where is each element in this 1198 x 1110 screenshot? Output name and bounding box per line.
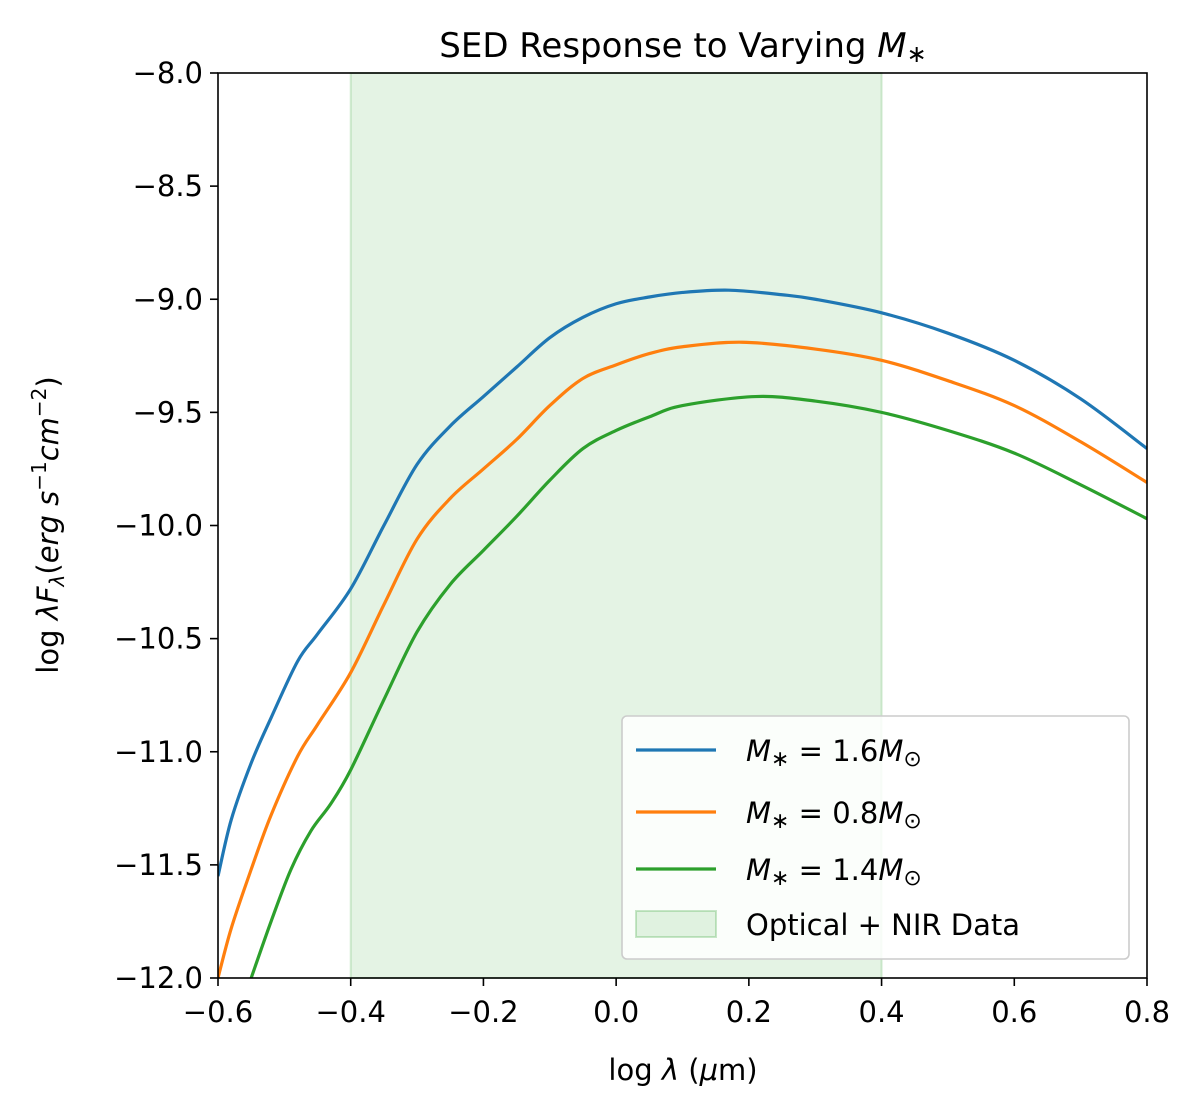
y-tick-label: −9.0	[133, 282, 203, 316]
legend-label-2: M∗ = 0.8M⊙	[746, 796, 922, 834]
legend-label-shaded: Optical + NIR Data	[746, 908, 1020, 942]
y-tick-label: −12.0	[114, 961, 203, 995]
chart-title: SED Response to Varying M∗	[439, 26, 927, 68]
y-tick-label: −8.5	[133, 169, 203, 203]
y-tick-label: −10.5	[114, 622, 203, 656]
y-tick-label: −8.0	[133, 56, 203, 90]
series-line-3	[249, 394, 1147, 978]
x-tick-label: −0.4	[316, 995, 386, 1029]
axes: −0.6 −0.4 −0.2 0.0 0.2 0.4 0.6 0.8 −12.0 −11.5 −11…	[114, 56, 1170, 1029]
y-tick-label: −9.5	[133, 395, 203, 429]
legend-patch-shaded	[635, 910, 717, 938]
y-tick-label: −10.0	[114, 509, 203, 543]
plot-area	[218, 72, 1147, 979]
y-axis-label: log λFλ(erg s−1cm−2)	[27, 376, 69, 673]
y-tick-label: −11.5	[114, 848, 203, 882]
legend-label-1: M∗ = 1.6M⊙	[746, 734, 922, 772]
x-tick-label: 0.8	[1124, 995, 1170, 1029]
x-tick-label: 0.2	[726, 995, 772, 1029]
x-tick-label: 0.4	[859, 995, 905, 1029]
x-axis-label: log λ (μm)	[608, 1053, 757, 1087]
series-line-2	[218, 340, 1147, 978]
legend-label-3: M∗ = 1.4M⊙	[746, 853, 922, 891]
x-tick-label: −0.6	[183, 995, 253, 1029]
series-line-1	[218, 288, 1147, 877]
legend: M∗ = 1.6M⊙ M∗ = 0.8M⊙ M∗ = 1.4M⊙ Optical + …	[621, 715, 1130, 960]
x-tick-label: 0.6	[991, 995, 1037, 1029]
x-tick-label: −0.2	[448, 995, 518, 1029]
legend-box	[621, 715, 1130, 960]
y-tick-label: −11.0	[114, 735, 203, 769]
x-tick-label: 0.0	[593, 995, 639, 1029]
